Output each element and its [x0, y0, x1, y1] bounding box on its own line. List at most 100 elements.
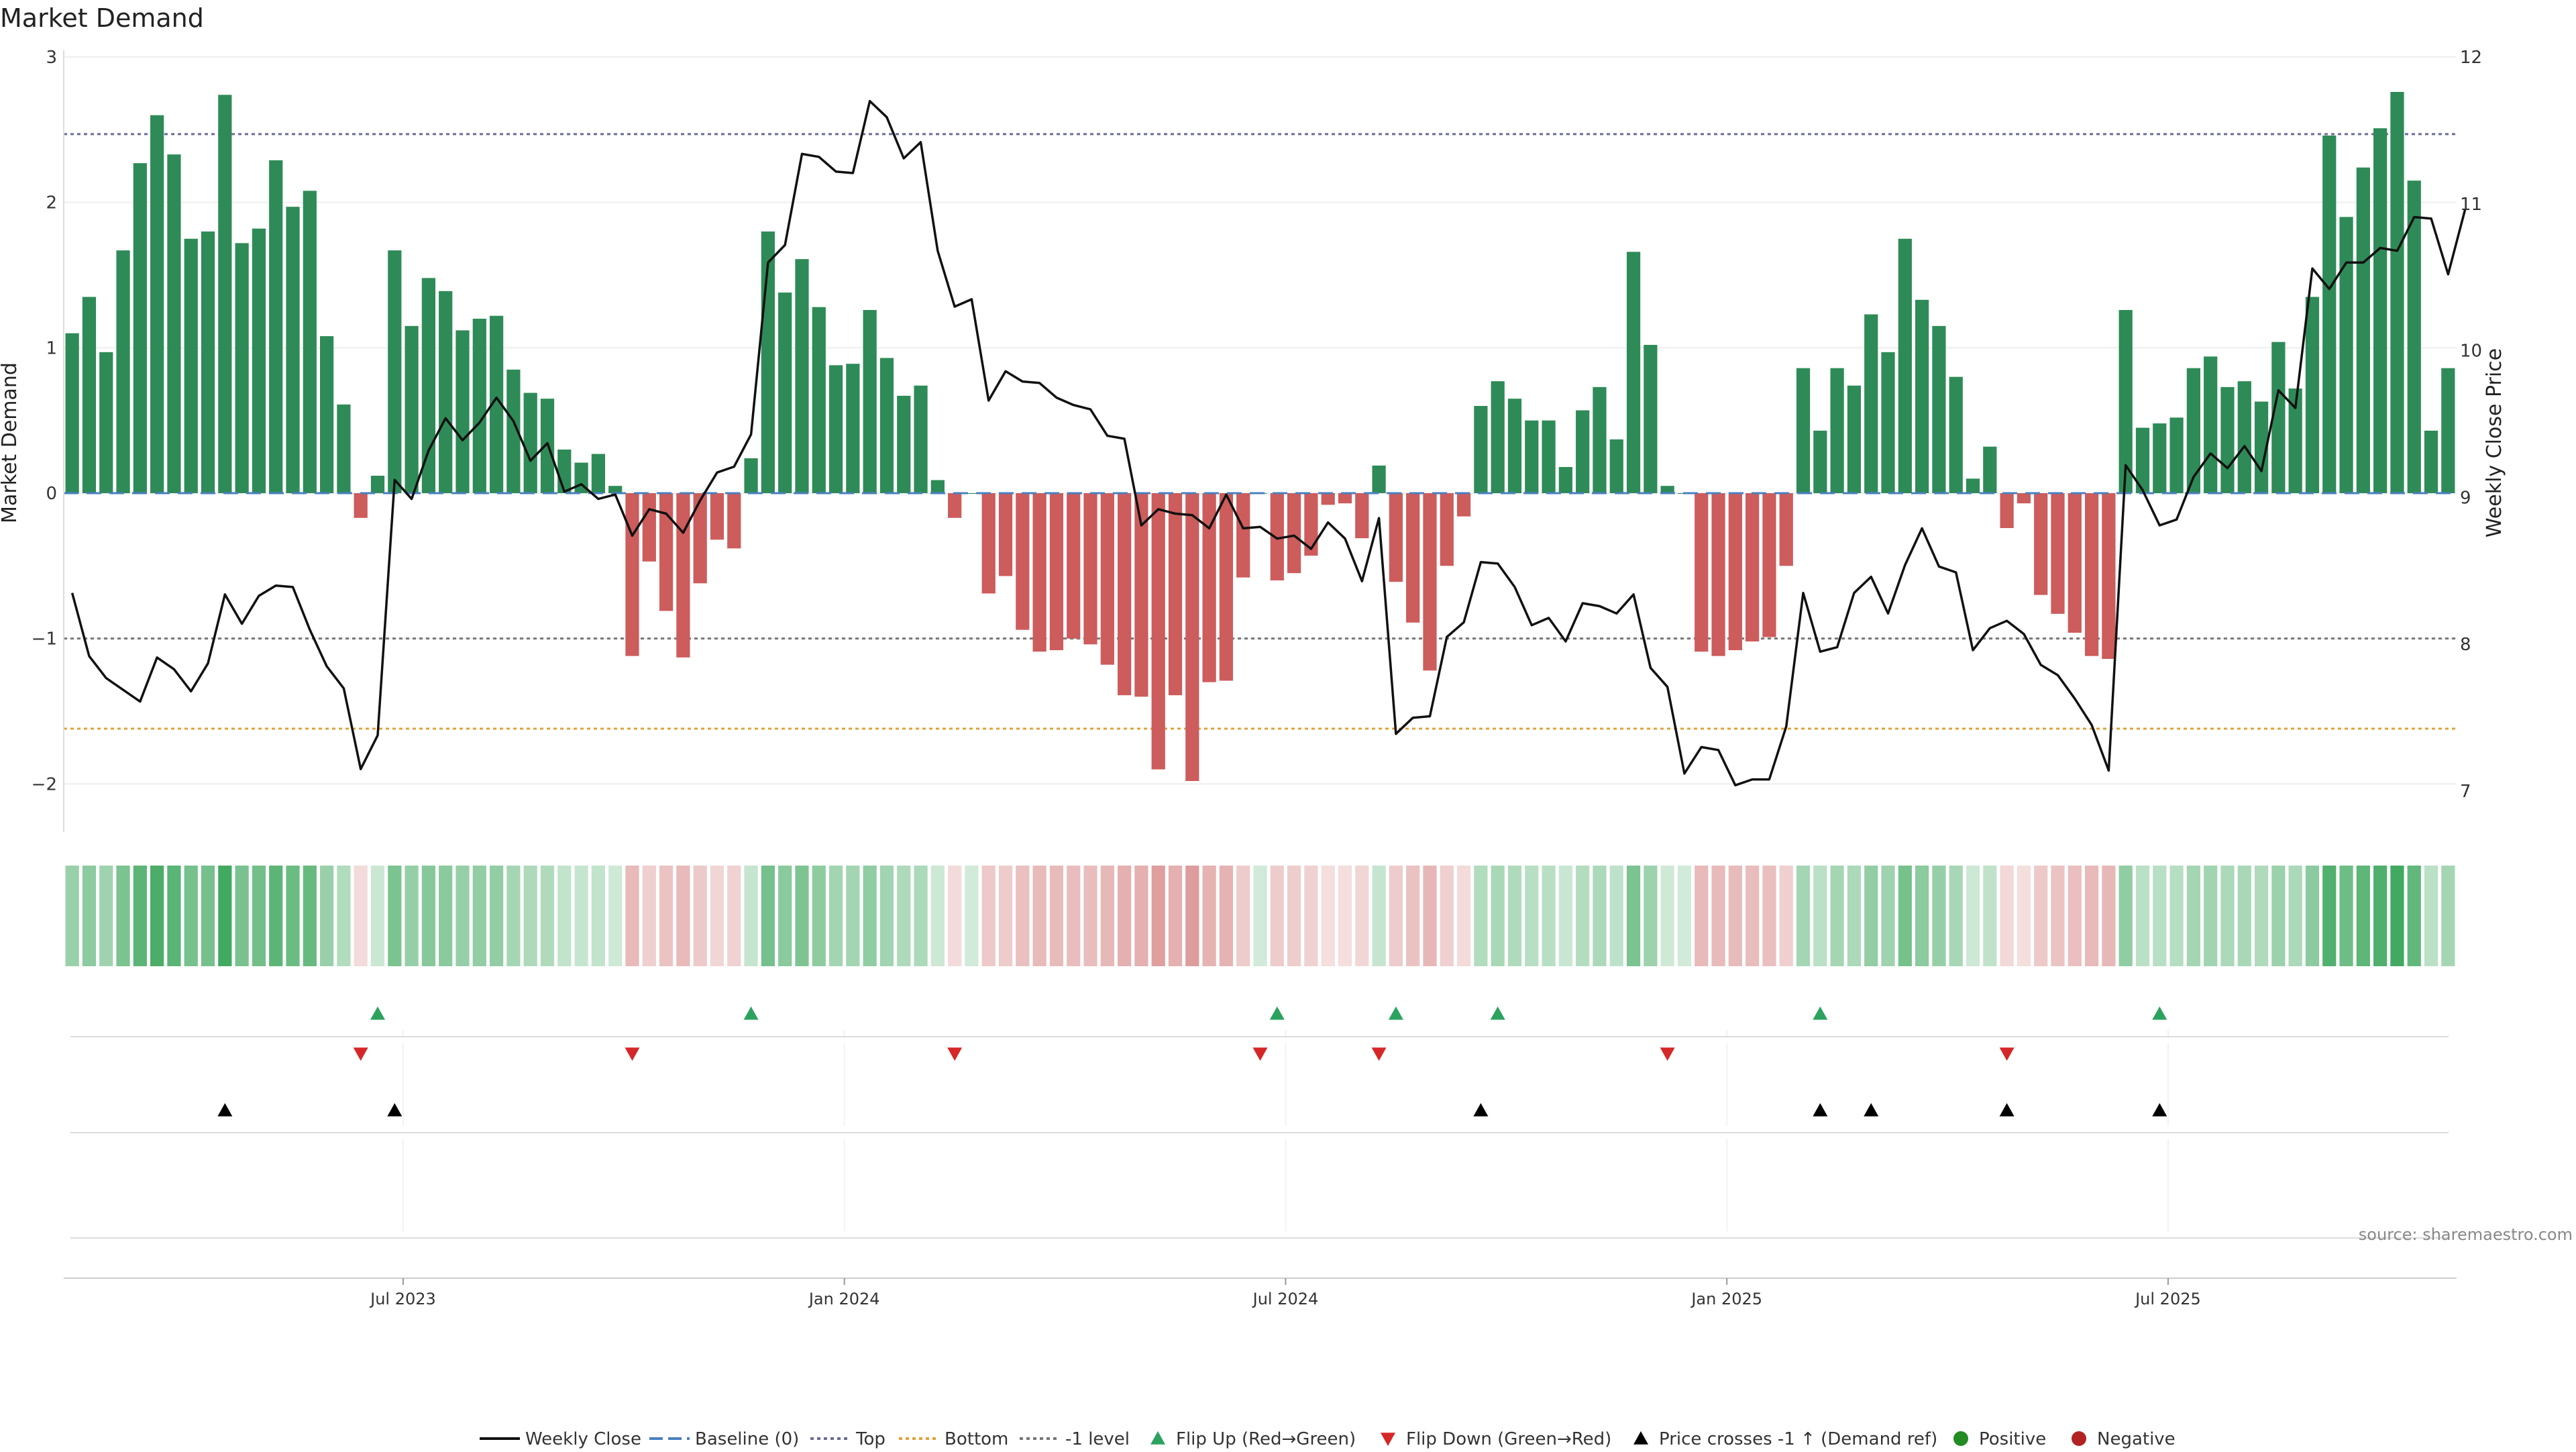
heat-cell [1593, 866, 1607, 966]
demand-bar [1507, 399, 1522, 493]
demand-bar [2271, 342, 2286, 493]
heat-cell [1796, 866, 1811, 966]
heat-cell [218, 866, 232, 966]
demand-bar [948, 493, 962, 518]
heat-cell [354, 866, 368, 966]
heat-cell [1609, 866, 1623, 966]
demand-bar [2305, 297, 2320, 493]
heat-cell [1932, 866, 1946, 966]
x-tick-label: Jul 2024 [1252, 1290, 1319, 1308]
demand-bar [2441, 368, 2455, 493]
demand-bar [1609, 439, 1623, 493]
heat-cell [727, 866, 741, 966]
demand-bar [2084, 493, 2099, 656]
heat-cell [1406, 866, 1420, 966]
heat-cell [948, 866, 962, 966]
heat-cell [388, 866, 402, 966]
demand-bar [2186, 368, 2201, 493]
heat-cell [2356, 866, 2370, 966]
heat-cell [1304, 866, 1318, 966]
chart-title: Market Demand [0, 3, 204, 33]
y-tick-label: −2 [32, 774, 57, 794]
heat-cell [1898, 866, 1912, 966]
demand-bar [1456, 493, 1471, 517]
source-note: source: sharemaestro.com [2359, 1225, 2573, 1244]
demand-bar [2424, 430, 2438, 493]
demand-bar [1389, 493, 1403, 582]
y2-tick-label: 8 [2460, 635, 2471, 655]
y-tick-label: 2 [46, 193, 57, 213]
demand-bar [150, 115, 164, 493]
demand-bar [388, 250, 402, 493]
heat-cell [2051, 866, 2065, 966]
demand-bar [642, 493, 656, 562]
demand-bar [2407, 180, 2421, 493]
demand-bar [1576, 410, 1590, 493]
heat-cell [523, 866, 537, 966]
heat-cell [828, 866, 843, 966]
heat-cell [2441, 866, 2455, 966]
heat-cell [82, 866, 97, 966]
demand-bar [2118, 310, 2133, 493]
y2-tick-label: 12 [2460, 48, 2482, 68]
demand-bar [2322, 136, 2337, 493]
heat-cell [540, 866, 555, 966]
heat-cell [1966, 866, 1980, 966]
heat-cell [1287, 866, 1301, 966]
heat-cell [269, 866, 283, 966]
demand-bar [523, 393, 537, 493]
heat-cell [2169, 866, 2184, 966]
demand-bar [1117, 493, 1132, 696]
demand-bar [1796, 368, 1811, 493]
demand-bar [1185, 493, 1199, 781]
demand-bar [591, 454, 606, 493]
legend-label: Price crosses -1 ↑ (Demand ref) [1659, 1429, 1937, 1449]
demand-bar [914, 385, 928, 493]
demand-bar [693, 493, 707, 584]
flip-up-marker [1269, 1006, 1285, 1020]
heat-cell [184, 866, 198, 966]
heat-cell [557, 866, 572, 966]
demand-bar [2254, 401, 2269, 493]
heat-cell [2407, 866, 2421, 966]
demand-bar [319, 336, 334, 493]
demand-bar [557, 450, 572, 493]
heat-cell [1270, 866, 1284, 966]
demand-bar [1049, 493, 1064, 650]
demand-bar [930, 480, 945, 493]
heat-cell [2153, 866, 2167, 966]
y-tick-label: 1 [46, 338, 57, 358]
heat-cell [116, 866, 130, 966]
heat-cell [1168, 866, 1183, 966]
heat-cell [2271, 866, 2286, 966]
heat-cell [1474, 866, 1488, 966]
demand-bar [1067, 493, 1081, 639]
demand-bar [2204, 356, 2218, 493]
heat-cell [1983, 866, 1997, 966]
flip-down-marker [1660, 1047, 1675, 1061]
demand-bar [1406, 493, 1420, 623]
demand-bar [65, 333, 79, 493]
demand-bar [2356, 167, 2370, 493]
demand-bar [1542, 420, 1556, 493]
heat-cell [2084, 866, 2099, 966]
demand-bar [2000, 493, 2014, 528]
y2-tick-label: 7 [2460, 782, 2471, 802]
demand-bar [1525, 420, 1539, 493]
demand-bar [1898, 238, 1912, 493]
demand-bar [1202, 493, 1216, 682]
heat-cell [693, 866, 707, 966]
demand-bar [879, 358, 894, 493]
heat-cell [99, 866, 113, 966]
demand-bar [2068, 493, 2082, 633]
heat-cell [1644, 866, 1658, 966]
demand-bar [1423, 493, 1437, 671]
flip-down-marker [1371, 1047, 1387, 1061]
heat-cell [1456, 866, 1471, 966]
heat-cell [625, 866, 639, 966]
heat-cell [2068, 866, 2082, 966]
flip-up-marker [2152, 1006, 2167, 1020]
demand-bar [744, 458, 758, 493]
heat-cell [676, 866, 690, 966]
heat-cell [795, 866, 809, 966]
